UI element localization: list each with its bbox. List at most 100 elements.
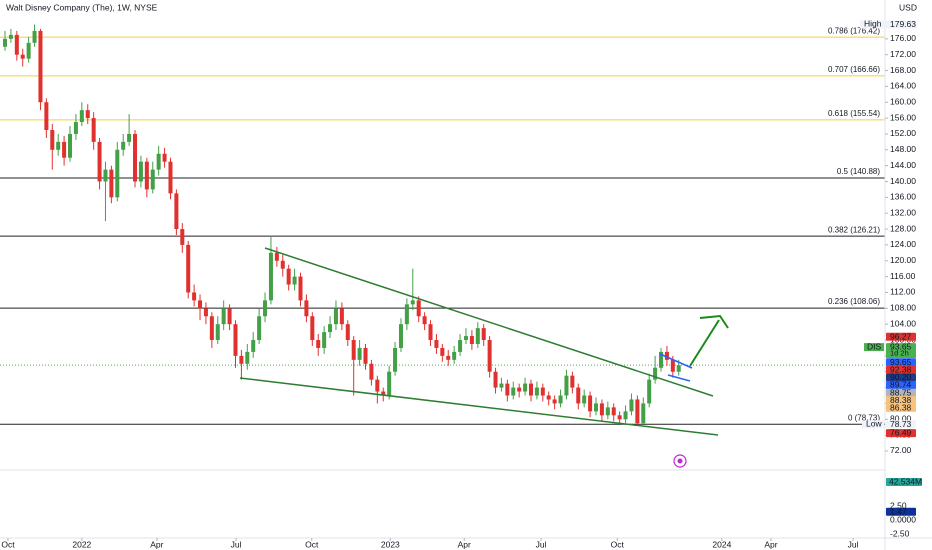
- candle-body: [434, 340, 439, 348]
- candle-body: [440, 347, 445, 356]
- candle-body: [227, 308, 232, 325]
- lower-trendline: [239, 377, 719, 436]
- candle-body: [292, 276, 297, 285]
- price-badge-bg: [886, 396, 916, 405]
- candle-body: [499, 383, 504, 388]
- candle-body: [653, 367, 658, 380]
- candle-body: [138, 161, 143, 182]
- x-tick-label: 2024: [712, 539, 731, 549]
- indicator-badge: 1.47: [890, 506, 907, 516]
- price-badge-bg: [886, 373, 916, 382]
- candle-body: [647, 379, 652, 404]
- candle-body: [641, 403, 646, 424]
- candle-body: [328, 324, 333, 333]
- fib-label: 0.5 (140.88): [837, 167, 880, 176]
- currency[interactable]: USD: [899, 2, 917, 12]
- candle-body: [198, 300, 203, 309]
- candle-body: [221, 308, 226, 325]
- candle-body: [481, 328, 486, 341]
- symbol-bg: [864, 343, 884, 352]
- y2-tick-label: 2.50: [890, 500, 907, 510]
- y2-tick-label: 0.0000: [890, 514, 916, 524]
- event-icon[interactable]: [673, 454, 687, 468]
- candle-body: [487, 340, 492, 372]
- fib-levels: 0.786 (176.42) 0.707 (166.66) 0.618 (155.5…: [0, 26, 885, 425]
- x-tick-label: Apr: [764, 539, 777, 549]
- candle-body: [168, 161, 173, 194]
- candle-body: [144, 161, 149, 190]
- y-tick-label: 112.00: [890, 287, 916, 297]
- candle-body: [393, 347, 398, 372]
- candle-body: [209, 316, 214, 341]
- candle-body: [369, 363, 374, 380]
- candle-body: [387, 371, 392, 396]
- y-tick-label: 104.00: [890, 318, 916, 328]
- candle-body: [493, 371, 498, 388]
- flag-lower: [667, 374, 691, 382]
- candle-body: [463, 336, 468, 341]
- candle-body: [304, 300, 309, 317]
- y-tick-label: 72.00: [890, 445, 912, 455]
- candle-body: [73, 122, 78, 134]
- candle-body: [257, 316, 262, 341]
- low-value: 78.73: [890, 419, 912, 429]
- candle-body: [203, 308, 208, 317]
- candle-body: [676, 365, 681, 372]
- candle-body: [186, 244, 191, 293]
- candle-body: [50, 129, 55, 150]
- volume-bg: [886, 478, 922, 486]
- price-badge: 88.38: [890, 395, 912, 405]
- price-badge: 89.74: [890, 380, 912, 390]
- arrow-shaft: [689, 319, 720, 367]
- price-badge-bg: [886, 388, 916, 397]
- last-bg: [886, 343, 916, 359]
- candle-body: [523, 383, 528, 392]
- candle-body: [38, 30, 43, 103]
- y-tick-label: 140.00: [890, 176, 916, 186]
- x-tick-label: Oct: [1, 539, 15, 549]
- y-tick-label: 132.00: [890, 207, 916, 217]
- candle-body: [2, 38, 8, 47]
- candle-body: [469, 336, 474, 344]
- candle-body: [351, 340, 356, 360]
- high-value-bg: [886, 20, 916, 29]
- y-tick-label: 172.00: [890, 49, 916, 59]
- y-tick-label: 148.00: [890, 144, 916, 154]
- candle-body: [564, 375, 569, 396]
- x-tick-label: Oct: [305, 539, 319, 549]
- candle-body: [375, 379, 380, 392]
- candle-body: [517, 387, 522, 392]
- candle-body: [115, 149, 120, 198]
- candle-body: [570, 375, 575, 388]
- candle-body: [588, 395, 593, 412]
- candle-body: [582, 395, 587, 404]
- price-badge: 86.38: [890, 402, 912, 412]
- candle-body: [629, 399, 634, 412]
- x-tick-label: 2023: [381, 539, 400, 549]
- candle-body: [91, 118, 96, 142]
- candle-body: [298, 276, 303, 301]
- candle-body: [664, 351, 669, 360]
- candle-body: [14, 34, 19, 55]
- y-tick-label: 136.00: [890, 192, 916, 202]
- y-tick-label: 160.00: [890, 96, 916, 106]
- candle-body: [215, 324, 220, 341]
- candle-body: [363, 347, 368, 364]
- candle-body: [156, 153, 161, 170]
- candle-body: [404, 304, 409, 325]
- candle-body: [180, 229, 185, 245]
- candle-body: [558, 395, 563, 404]
- candle-body: [174, 193, 179, 230]
- candle-body: [286, 268, 291, 285]
- candle-body: [44, 102, 49, 130]
- x-tick-label: Jul: [231, 539, 242, 549]
- candle-body: [263, 300, 268, 317]
- candle-body: [316, 340, 321, 348]
- y2-tick-label: -2.50: [890, 528, 910, 538]
- y-tick-label: 108.00: [890, 303, 916, 313]
- candle-body: [605, 407, 610, 416]
- y-tick-label: 120.00: [890, 255, 916, 265]
- symbol-label: DIS: [867, 341, 882, 351]
- countdown: 1d 2h: [890, 349, 909, 358]
